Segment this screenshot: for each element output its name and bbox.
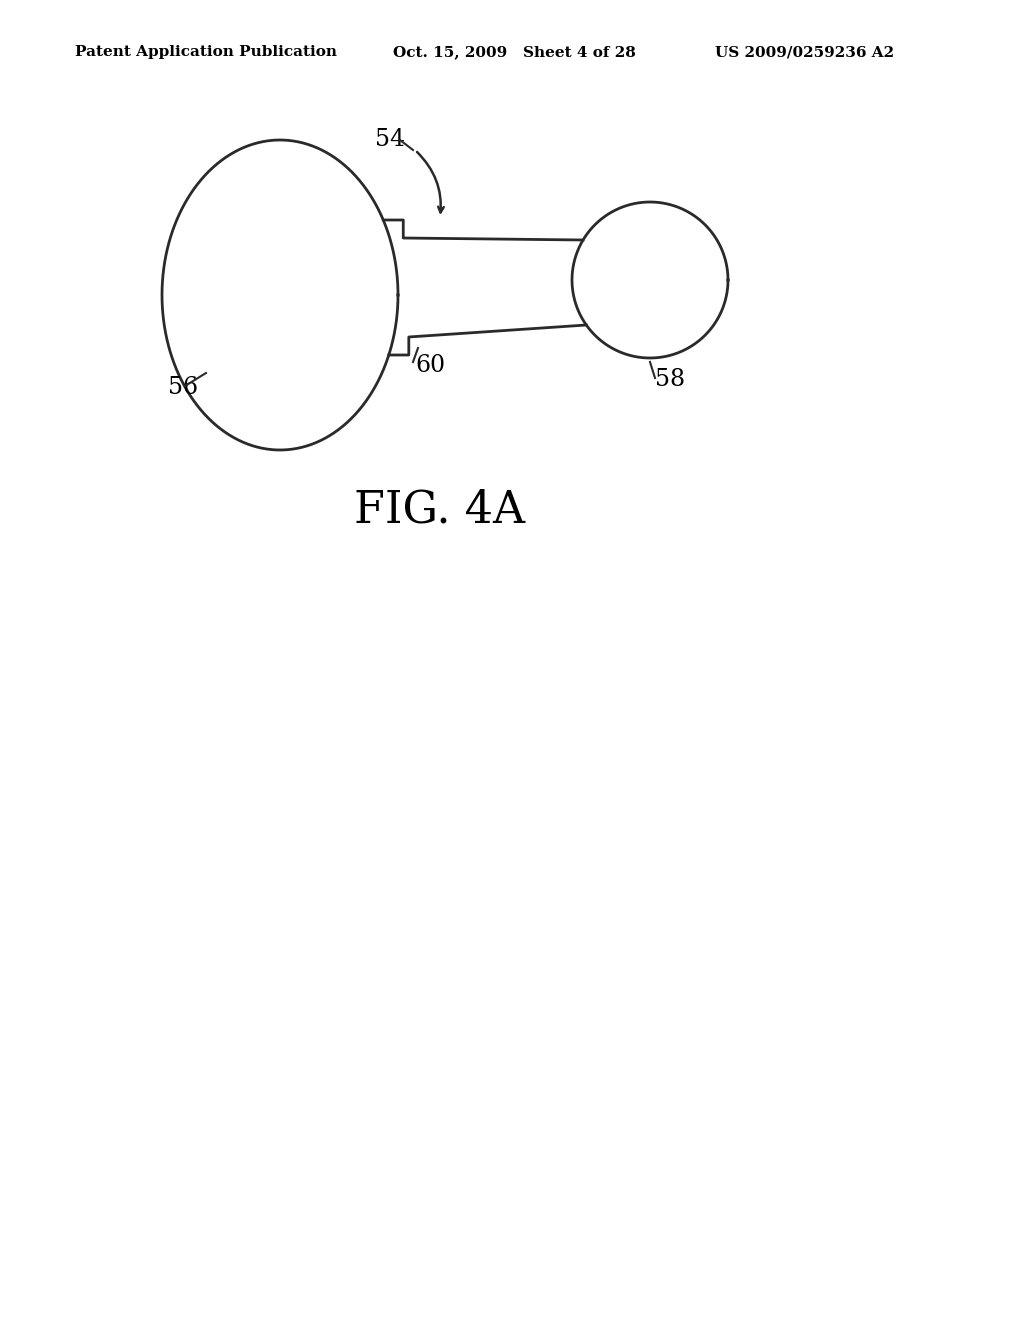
Text: 54: 54	[375, 128, 406, 152]
Text: FIG. 4A: FIG. 4A	[354, 488, 525, 532]
Text: 58: 58	[655, 368, 685, 392]
Text: 56: 56	[168, 376, 198, 400]
Text: 60: 60	[415, 354, 445, 376]
Text: US 2009/0259236 A2: US 2009/0259236 A2	[715, 45, 894, 59]
Polygon shape	[162, 140, 398, 450]
Text: Patent Application Publication: Patent Application Publication	[75, 45, 337, 59]
Polygon shape	[383, 202, 728, 358]
Polygon shape	[572, 202, 728, 358]
Text: Oct. 15, 2009   Sheet 4 of 28: Oct. 15, 2009 Sheet 4 of 28	[393, 45, 636, 59]
